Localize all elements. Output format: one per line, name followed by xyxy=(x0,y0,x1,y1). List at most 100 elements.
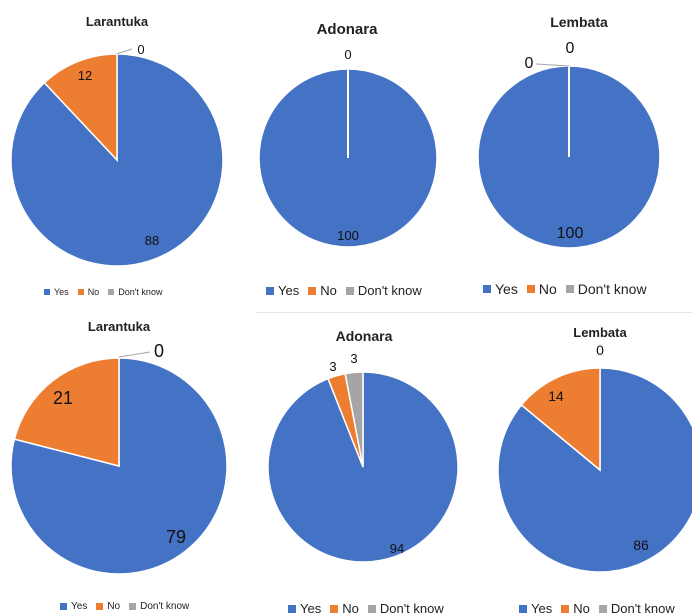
data-label-no: 14 xyxy=(548,388,564,404)
legend-label: No xyxy=(87,287,100,297)
legend-swatch xyxy=(108,289,115,295)
legend-label: No xyxy=(107,601,121,612)
chart-legend: Yes No Don't know xyxy=(60,601,198,612)
legend-label: Don't know xyxy=(118,287,163,297)
data-label-no: 3 xyxy=(329,359,336,374)
legend-swatch xyxy=(44,289,50,295)
legend-swatch xyxy=(129,603,137,610)
data-label-don-t-know: 3 xyxy=(350,351,357,366)
legend-item: Don't know xyxy=(367,601,444,616)
chart-title: Lembata xyxy=(573,325,627,340)
legend-item: Yes xyxy=(483,281,518,297)
legend-item: Yes xyxy=(44,287,69,297)
data-label-no: 12 xyxy=(78,68,92,83)
leader-line xyxy=(118,351,151,358)
legend-swatch xyxy=(519,604,527,613)
pie-slice-yes xyxy=(497,367,692,573)
legend-swatch xyxy=(526,285,535,293)
legend-swatch xyxy=(565,285,574,293)
legend-label: Don't know xyxy=(357,283,422,298)
legend-item: No xyxy=(308,283,337,298)
legend-item: No xyxy=(330,601,359,616)
legend-swatch xyxy=(345,286,354,295)
legend-item: No xyxy=(561,601,590,616)
legend-label: Yes xyxy=(531,601,553,616)
legend-label: Yes xyxy=(278,283,300,298)
chart-legend: Yes No Don't know xyxy=(288,601,453,616)
legend-label: No xyxy=(573,601,590,616)
chart-legend: Yes No Don't know xyxy=(44,287,171,297)
legend-item: No xyxy=(96,601,120,612)
chart-legend: Yes No Don't know xyxy=(266,283,431,298)
divider-line xyxy=(256,312,692,313)
legend-swatch xyxy=(367,604,376,613)
legend-label: Yes xyxy=(495,281,518,297)
legend-swatch xyxy=(598,604,607,613)
data-label-don-t-know: 0 xyxy=(566,40,575,57)
data-label-don-t-know: 0 xyxy=(137,42,144,57)
data-label-yes: 94 xyxy=(390,541,404,556)
legend-item: Don't know xyxy=(598,601,675,616)
pie-slice-don-t-know xyxy=(344,371,364,468)
legend-label: Yes xyxy=(300,601,322,616)
legend-item: No xyxy=(526,281,557,297)
legend-label: No xyxy=(320,283,337,298)
legend-label: Don't know xyxy=(577,281,647,297)
legend-item: Yes xyxy=(288,601,321,616)
data-label-no: 21 xyxy=(53,388,73,408)
data-label-yes: 88 xyxy=(145,233,159,248)
legend-label: Don't know xyxy=(379,601,444,616)
legend-swatch xyxy=(288,604,296,613)
legend-label: Yes xyxy=(54,287,69,297)
chart-title: Adonara xyxy=(317,21,379,38)
legend-swatch xyxy=(60,603,67,610)
chart-title: Larantuka xyxy=(88,319,151,334)
legend-swatch xyxy=(330,604,339,613)
data-label-no: 0 xyxy=(525,55,534,72)
legend-item: Yes xyxy=(266,283,299,298)
legend-item: Don't know xyxy=(345,283,422,298)
pie-slice-no xyxy=(520,367,601,472)
leader-line xyxy=(116,48,133,55)
chart-legend: Yes No Don't know xyxy=(519,601,684,616)
pie-slice-yes xyxy=(10,357,228,575)
legend-item: Yes xyxy=(60,601,87,612)
legend-label: No xyxy=(538,281,557,297)
data-label-don-t-know: 0 xyxy=(344,47,351,62)
legend-label: Don't know xyxy=(610,601,675,616)
chart-title: Lembata xyxy=(550,14,608,30)
chart-title: Larantuka xyxy=(86,14,149,29)
legend-label: Don't know xyxy=(140,601,190,612)
legend-item: Yes xyxy=(519,601,552,616)
legend-item: Don't know xyxy=(129,601,189,612)
legend-swatch xyxy=(77,289,84,295)
legend-swatch xyxy=(561,604,570,613)
data-label-yes: 79 xyxy=(166,527,186,547)
legend-swatch xyxy=(266,286,274,295)
data-label-yes: 86 xyxy=(633,537,649,553)
leader-line xyxy=(535,63,570,67)
legend-label: Yes xyxy=(71,601,88,612)
data-label-don-t-know: 0 xyxy=(154,341,164,361)
legend-label: No xyxy=(342,601,359,616)
legend-swatch xyxy=(483,285,491,293)
data-label-yes: 100 xyxy=(557,225,584,242)
pie-slice-no xyxy=(43,53,118,162)
legend-item: No xyxy=(77,287,100,297)
legend-item: Don't know xyxy=(565,281,647,297)
legend-swatch xyxy=(308,286,317,295)
chart-title: Adonara xyxy=(336,328,393,344)
data-label-yes: 100 xyxy=(337,228,359,243)
